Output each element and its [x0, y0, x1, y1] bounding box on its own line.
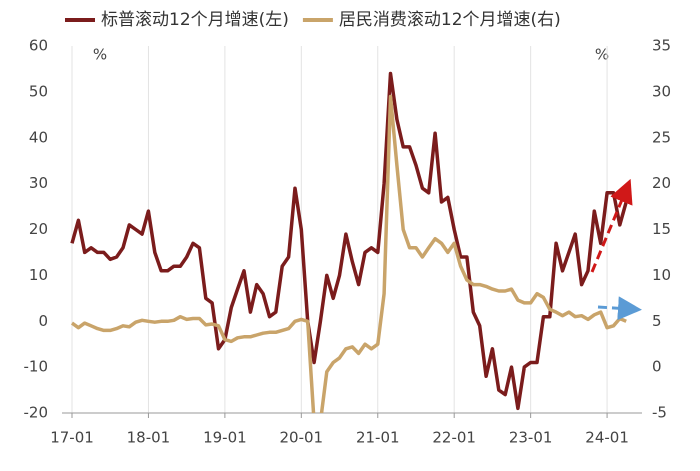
- y-unit: %: [93, 46, 107, 64]
- x-tick-label: 17-01: [50, 429, 94, 447]
- y2-tick-label: 0: [652, 358, 662, 376]
- y2-unit: %: [595, 46, 609, 64]
- y2-tick-label: 20: [652, 174, 671, 192]
- blue-arrow: [597, 296, 642, 321]
- red-arrow: [590, 178, 633, 273]
- y-tick-label: -20: [24, 404, 49, 422]
- legend-label: 标普滚动12个月增速(左): [101, 10, 289, 30]
- y-tick-label: 0: [38, 312, 48, 330]
- series-line: [70, 71, 628, 411]
- x-tick-label: 23-01: [509, 429, 553, 447]
- y-tick-label: 10: [29, 266, 48, 284]
- x-tick-label: 21-01: [356, 429, 400, 447]
- y2-tick-label: 30: [652, 82, 671, 100]
- y-tick-label: 60: [29, 37, 48, 55]
- y2-tick-label: 5: [652, 312, 662, 330]
- x-tick-label: 18-01: [127, 429, 171, 447]
- y2-tick-label: 25: [652, 128, 671, 146]
- y2-tick-label: 35: [652, 37, 671, 55]
- y-tick-label: 20: [29, 220, 48, 238]
- series-line: [70, 94, 627, 413]
- x-tick-label: 22-01: [432, 429, 476, 447]
- y-tick-label: 40: [29, 128, 48, 146]
- legend-label: 居民消费滚动12个月增速(右): [339, 10, 561, 30]
- y-tick-label: 30: [29, 174, 48, 192]
- y-tick-label: 50: [29, 82, 48, 100]
- plot-area: [70, 71, 628, 413]
- y2-tick-label: 15: [652, 220, 671, 238]
- y2-tick-label: -5: [652, 404, 667, 422]
- x-tick-label: 24-01: [585, 429, 629, 447]
- x-tick-label: 19-01: [203, 429, 247, 447]
- y2-tick-label: 10: [652, 266, 671, 284]
- annotation-arrows: [590, 178, 642, 321]
- x-tick-label: 20-01: [280, 429, 324, 447]
- y-tick-label: -10: [24, 358, 49, 376]
